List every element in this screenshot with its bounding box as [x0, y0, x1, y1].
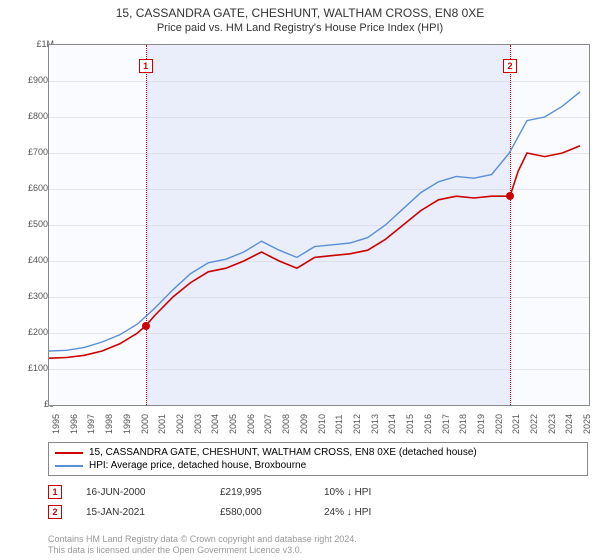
x-axis-label: 2000: [140, 414, 150, 434]
x-axis-label: 2009: [299, 414, 309, 434]
transaction-dot: [142, 322, 150, 330]
transaction-dot: [506, 192, 514, 200]
x-axis-label: 2015: [405, 414, 415, 434]
x-axis-label: 2018: [458, 414, 468, 434]
transaction-hpi-diff: 24% ↓ HPI: [324, 507, 444, 518]
transaction-hpi-diff: 10% ↓ HPI: [324, 487, 444, 498]
series-property-line: [49, 146, 580, 358]
x-axis-label: 2007: [263, 414, 273, 434]
x-axis-label: 2025: [582, 414, 592, 434]
x-axis-label: 2003: [193, 414, 203, 434]
transaction-table: 1 16-JUN-2000 £219,995 10% ↓ HPI 2 15-JA…: [48, 482, 588, 522]
legend-label-hpi: HPI: Average price, detached house, Brox…: [89, 460, 306, 471]
x-axis-label: 2023: [547, 414, 557, 434]
x-axis-label: 2016: [423, 414, 433, 434]
legend-swatch-property: [55, 452, 83, 454]
x-axis-label: 2006: [246, 414, 256, 434]
x-axis-label: 2012: [352, 414, 362, 434]
transaction-price: £580,000: [220, 507, 300, 518]
x-axis-label: 2004: [210, 414, 220, 434]
legend-item-hpi: HPI: Average price, detached house, Brox…: [55, 459, 581, 472]
x-axis-label: 2005: [228, 414, 238, 434]
x-axis-label: 2002: [175, 414, 185, 434]
legend-box: 15, CASSANDRA GATE, CHESHUNT, WALTHAM CR…: [48, 442, 588, 476]
chart-plot-area: 12: [48, 44, 590, 406]
x-axis-label: 2010: [317, 414, 327, 434]
transaction-date: 16-JUN-2000: [86, 487, 196, 498]
x-axis-label: 2021: [511, 414, 521, 434]
footer-line-2: This data is licensed under the Open Gov…: [48, 545, 357, 556]
x-axis-label: 1995: [51, 414, 61, 434]
x-axis-label: 1997: [86, 414, 96, 434]
footer-line-1: Contains HM Land Registry data © Crown c…: [48, 534, 357, 545]
x-axis-label: 2024: [564, 414, 574, 434]
transaction-marker-1: 1: [48, 485, 62, 499]
x-axis-label: 2011: [334, 415, 344, 434]
transaction-marker-2: 2: [48, 505, 62, 519]
x-axis-label: 1996: [69, 414, 79, 434]
footer-attribution: Contains HM Land Registry data © Crown c…: [48, 534, 357, 556]
x-axis-label: 2017: [441, 414, 451, 434]
series-hpi-line: [49, 92, 580, 351]
legend-swatch-hpi: [55, 465, 83, 467]
x-axis-label: 2001: [157, 414, 167, 434]
transaction-marker-box: 1: [139, 59, 153, 73]
transaction-price: £219,995: [220, 487, 300, 498]
x-axis-label: 2020: [494, 414, 504, 434]
chart-title-sub: Price paid vs. HM Land Registry's House …: [0, 22, 600, 34]
transaction-date: 15-JAN-2021: [86, 507, 196, 518]
x-axis-label: 2013: [370, 414, 380, 434]
transaction-marker-box: 2: [503, 59, 517, 73]
x-axis-label: 1999: [122, 414, 132, 434]
transaction-row: 1 16-JUN-2000 £219,995 10% ↓ HPI: [48, 482, 588, 502]
x-axis-label: 2008: [281, 414, 291, 434]
x-axis-label: 2022: [529, 414, 539, 434]
legend-item-property: 15, CASSANDRA GATE, CHESHUNT, WALTHAM CR…: [55, 446, 581, 459]
x-axis-label: 2019: [476, 414, 486, 434]
x-axis-label: 1998: [104, 414, 114, 434]
x-axis-label: 2014: [387, 414, 397, 434]
chart-title-main: 15, CASSANDRA GATE, CHESHUNT, WALTHAM CR…: [0, 6, 600, 20]
legend-label-property: 15, CASSANDRA GATE, CHESHUNT, WALTHAM CR…: [89, 447, 477, 458]
transaction-row: 2 15-JAN-2021 £580,000 24% ↓ HPI: [48, 502, 588, 522]
